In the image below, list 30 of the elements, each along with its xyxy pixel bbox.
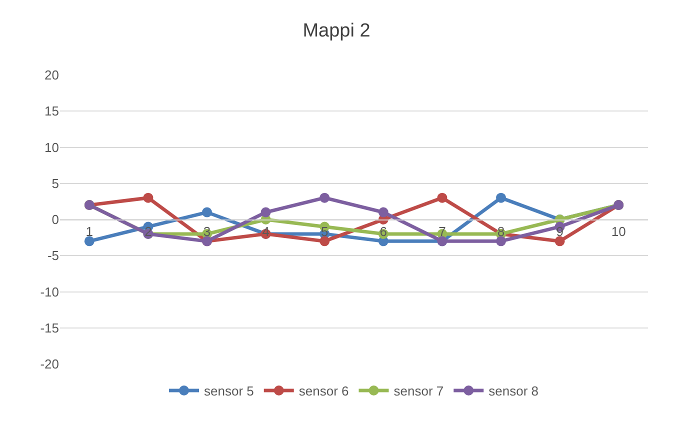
x-tick-label: 8: [497, 224, 505, 240]
point: [143, 192, 154, 203]
x-tick-label: 1: [86, 224, 94, 240]
x-tick-label: 10: [611, 224, 626, 240]
y-tick-label: -15: [40, 320, 59, 336]
chart-title: Mappi 2: [302, 20, 370, 42]
legend-label: sensor 5: [204, 384, 254, 399]
legend-label: sensor 6: [298, 384, 349, 399]
point: [554, 236, 565, 246]
point: [260, 207, 271, 218]
point: [437, 192, 448, 203]
y-tick-label: 20: [44, 68, 59, 83]
point: [320, 192, 330, 203]
y-tick-label: 15: [44, 104, 59, 119]
y-tick-label: 5: [52, 176, 59, 191]
point: [320, 236, 330, 246]
y-tick-label: -5: [47, 248, 59, 264]
point: [496, 236, 506, 246]
y-tick-label: -20: [40, 356, 59, 372]
legend-label: sensor 8: [488, 384, 538, 399]
y-tick-label: -10: [40, 284, 59, 300]
legend-label: sensor 7: [394, 384, 444, 399]
point: [84, 236, 94, 246]
x-tick-label: 6: [380, 224, 388, 240]
point: [378, 207, 388, 218]
point: [202, 207, 212, 218]
y-tick-label: 0: [52, 212, 59, 228]
x-tick-label: 2: [144, 224, 152, 240]
point: [496, 192, 506, 203]
y-tick-label: 10: [44, 140, 59, 155]
